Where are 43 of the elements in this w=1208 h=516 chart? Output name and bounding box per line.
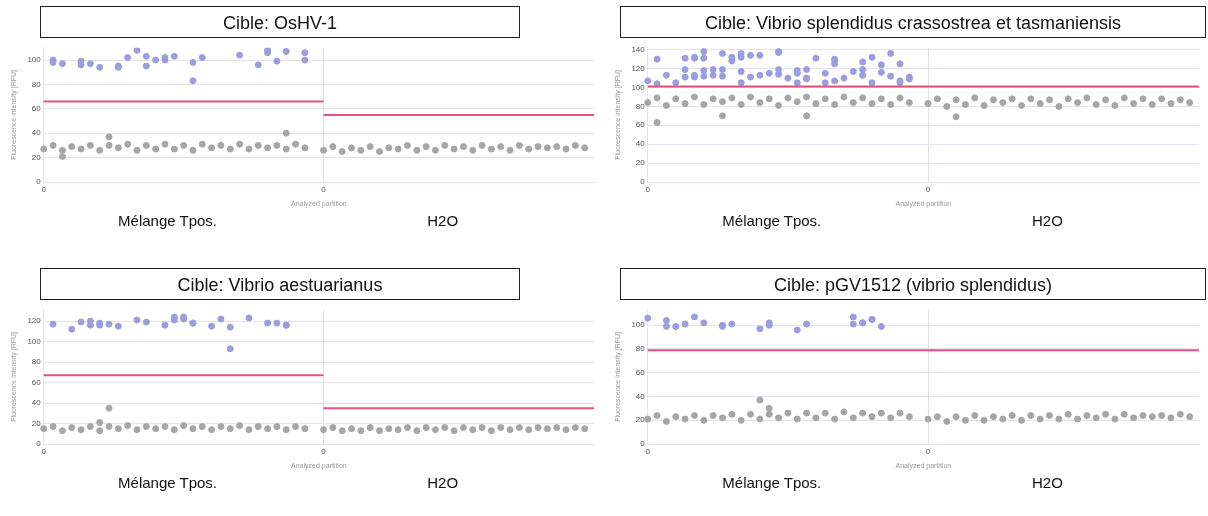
y-tick-label: 40 (31, 398, 42, 408)
y-tick-label: 60 (635, 120, 646, 130)
x-tick-label: 0 (321, 447, 327, 456)
y-tick-label: 0 (36, 177, 42, 187)
y-tick-label: 120 (27, 316, 42, 326)
y-tick-label: 120 (631, 63, 646, 73)
y-tick-label: 80 (635, 344, 646, 354)
chart-title: Cible: Vibrio aestuarianus (40, 268, 520, 300)
x-tick-label: 0 (321, 185, 327, 194)
y-tick-label: 60 (31, 377, 42, 387)
y-tick-label: 100 (27, 336, 42, 346)
text: H2O (1031, 474, 1063, 491)
y-tick-label: 80 (31, 79, 42, 89)
y-tick-label: 40 (635, 139, 646, 149)
text: Mélange Tpos. (722, 474, 822, 491)
x-tick-label: 0 (925, 447, 931, 456)
y-tick-label: 0 (640, 439, 646, 449)
text: H2O (427, 474, 459, 491)
x-tick-label: 0 (925, 185, 931, 194)
y-tick-label: 140 (631, 44, 646, 54)
y-tick-label: 80 (635, 101, 646, 111)
y-tick-label: 80 (31, 357, 42, 367)
y-tick-label: 20 (635, 158, 646, 168)
text: Mélange Tpos. (722, 212, 822, 229)
text: H2O (1031, 212, 1063, 229)
y-tick-label: 20 (31, 418, 42, 428)
y-tick-label: 100 (631, 320, 646, 330)
y-tick-label: 40 (635, 391, 646, 401)
y-tick-label: 20 (635, 415, 646, 425)
y-tick-label: 0 (36, 439, 42, 449)
chart-title: Cible: pGV1512 (vibrio splendidus) (620, 268, 1206, 300)
text: Mélange Tpos. (118, 212, 218, 229)
y-tick-label: 0 (640, 177, 646, 187)
chart-title: Cible: OsHV-1 (40, 6, 520, 38)
y-tick-label: 60 (635, 367, 646, 377)
y-tick-label: 40 (31, 128, 42, 138)
y-tick-label: 100 (631, 82, 646, 92)
y-tick-label: 20 (31, 152, 42, 162)
y-tick-label: 100 (27, 55, 42, 65)
chart-title: Cible: Vibrio splendidus crassostrea et tasmaniensis (620, 6, 1206, 38)
text: Mélange Tpos. (118, 474, 218, 491)
y-tick-label: 60 (31, 104, 42, 113)
text: H2O (427, 212, 459, 229)
